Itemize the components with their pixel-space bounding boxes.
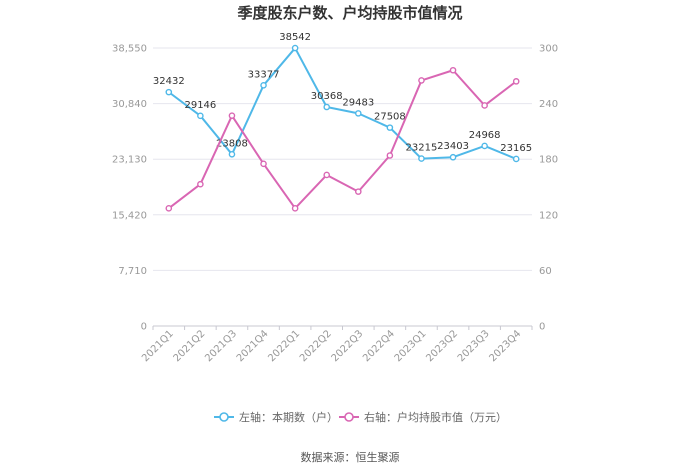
legend-marker bbox=[344, 412, 354, 422]
legend-item-right[interactable]: 右轴：户均持股市值（万元） bbox=[339, 410, 507, 424]
legend[interactable]: 左轴：本期数（户） 右轴：户均持股市值（万元） bbox=[214, 410, 507, 424]
data-point-right bbox=[291, 205, 299, 212]
right-tick-label: 120 bbox=[539, 210, 558, 221]
left-tick-label: 38,550 bbox=[112, 44, 147, 55]
chart-title: 季度股东户数、户均持股市值情况 bbox=[237, 4, 462, 22]
x-tick-label: 2021Q3 bbox=[203, 328, 239, 364]
legend-marker bbox=[219, 412, 229, 422]
right-tick-label: 300 bbox=[539, 44, 558, 55]
data-point-right bbox=[418, 77, 425, 84]
left-tick-label: 0 bbox=[141, 322, 147, 333]
x-tick-label: 2023Q2 bbox=[424, 328, 460, 364]
x-tick-label: 2022Q4 bbox=[361, 328, 397, 364]
data-point-right bbox=[197, 180, 204, 188]
x-tick-label: 2021Q1 bbox=[140, 328, 176, 364]
x-tick-label: 2021Q2 bbox=[172, 328, 208, 364]
data-point-right bbox=[323, 171, 331, 179]
right-axis: 0 60 120 180 240 300 bbox=[539, 44, 558, 333]
data-label: 29483 bbox=[342, 97, 374, 108]
left-tick-label: 7,710 bbox=[118, 266, 147, 277]
left-tick-label: 23,130 bbox=[112, 155, 147, 166]
data-point-right bbox=[165, 205, 173, 212]
data-label: 38542 bbox=[279, 32, 311, 43]
data-point-right bbox=[354, 188, 362, 195]
series-left: 32432 29146 23808 33377 38542 303682948327508… bbox=[153, 32, 532, 163]
data-label: 24968 bbox=[469, 130, 501, 141]
series-line-right bbox=[168, 69, 517, 210]
data-point-left bbox=[323, 103, 331, 111]
x-tick-label: 2023Q1 bbox=[393, 328, 429, 364]
data-point-left bbox=[449, 153, 457, 161]
x-tick-label: 2021Q4 bbox=[235, 328, 271, 364]
data-point-left bbox=[165, 88, 173, 96]
series-right bbox=[165, 66, 520, 212]
grid bbox=[153, 47, 532, 327]
data-point-left bbox=[512, 155, 520, 163]
series-line-left bbox=[168, 47, 517, 160]
legend-label: 左轴：本期数（户） bbox=[239, 410, 338, 424]
data-label: 23165 bbox=[500, 143, 532, 154]
left-axis: 0 7,710 15,420 23,130 30,840 38,550 bbox=[112, 44, 147, 333]
x-tick-label: 2022Q2 bbox=[298, 328, 334, 364]
data-point-left bbox=[354, 110, 362, 117]
data-point-right bbox=[386, 152, 394, 159]
data-label: 27508 bbox=[374, 112, 406, 123]
data-label: 32432 bbox=[153, 76, 185, 87]
data-label: 29146 bbox=[184, 100, 216, 111]
data-point-left bbox=[291, 44, 299, 52]
series-layer: 32432 29146 23808 33377 38542 303682948327508… bbox=[153, 32, 532, 212]
data-label: 23215 bbox=[406, 143, 438, 154]
left-tick-label: 30,840 bbox=[112, 99, 147, 110]
data-point-left bbox=[481, 142, 488, 150]
x-tick-label: 2023Q3 bbox=[456, 328, 492, 364]
data-label: 33377 bbox=[248, 69, 280, 80]
left-tick-label: 15,420 bbox=[112, 210, 147, 221]
data-point-right bbox=[260, 160, 267, 168]
data-point-right bbox=[512, 78, 520, 85]
x-tick-label: 2022Q3 bbox=[330, 328, 366, 364]
x-tick-label: 2022Q1 bbox=[266, 328, 302, 364]
data-label: 23403 bbox=[437, 141, 469, 152]
legend-label: 右轴：户均持股市值（万元） bbox=[364, 410, 507, 424]
data-point-left bbox=[386, 124, 394, 131]
right-tick-label: 60 bbox=[539, 266, 552, 277]
data-point-left bbox=[228, 151, 236, 158]
legend-item-left[interactable]: 左轴：本期数（户） bbox=[214, 410, 338, 424]
data-point-right bbox=[228, 112, 236, 119]
right-tick-label: 240 bbox=[539, 99, 558, 110]
source-note: 数据来源：恒生聚源 bbox=[301, 450, 400, 464]
data-point-left bbox=[418, 155, 425, 162]
data-point-right bbox=[449, 66, 457, 74]
data-label: 23808 bbox=[216, 138, 248, 149]
data-label: 30368 bbox=[311, 91, 343, 102]
right-tick-label: 180 bbox=[539, 155, 558, 166]
data-point-left bbox=[260, 82, 267, 89]
data-point-right bbox=[481, 102, 488, 109]
x-tick-label: 2023Q4 bbox=[487, 328, 523, 364]
right-tick-label: 0 bbox=[539, 322, 545, 333]
x-axis: 2021Q12021Q22021Q32021Q42022Q12022Q22022… bbox=[140, 325, 533, 364]
data-point-left bbox=[197, 112, 204, 120]
